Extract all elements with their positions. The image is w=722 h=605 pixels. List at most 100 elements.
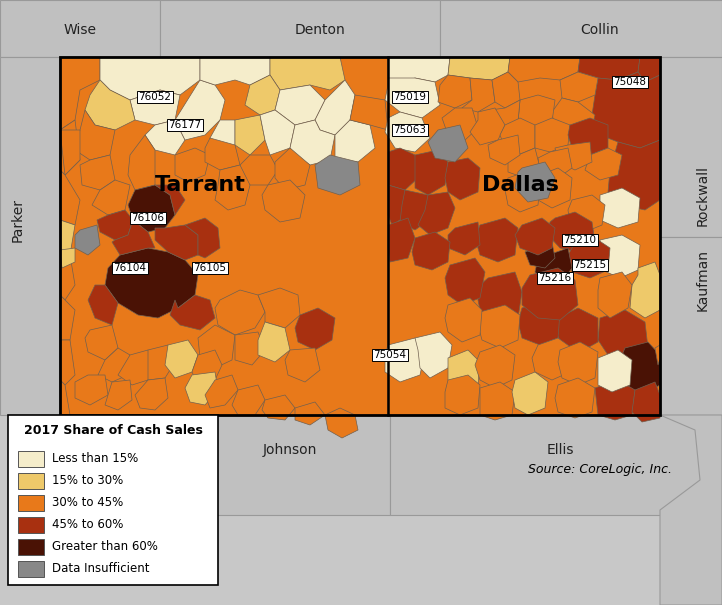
Text: Ellis: Ellis: [547, 443, 574, 457]
Polygon shape: [400, 190, 432, 230]
Polygon shape: [105, 380, 132, 410]
Polygon shape: [660, 415, 722, 605]
Bar: [390, 415, 720, 515]
Polygon shape: [60, 340, 75, 385]
Text: 75063: 75063: [393, 125, 427, 135]
Polygon shape: [75, 375, 108, 405]
Polygon shape: [470, 108, 505, 145]
Text: 76052: 76052: [139, 92, 172, 102]
Polygon shape: [415, 332, 452, 378]
Polygon shape: [535, 168, 572, 208]
Text: Rockwall: Rockwall: [696, 165, 710, 226]
Polygon shape: [155, 225, 198, 260]
Text: Tarrant: Tarrant: [155, 175, 245, 195]
Polygon shape: [508, 148, 540, 178]
Text: Parker: Parker: [11, 198, 25, 242]
Polygon shape: [385, 338, 425, 382]
Polygon shape: [518, 95, 555, 130]
Polygon shape: [535, 118, 570, 152]
Bar: [18, 473, 44, 489]
Text: 76106: 76106: [131, 213, 165, 223]
Polygon shape: [428, 125, 468, 162]
Polygon shape: [175, 148, 210, 182]
Bar: [60, 415, 390, 515]
Polygon shape: [558, 342, 598, 385]
Text: Source: CoreLogic, Inc.: Source: CoreLogic, Inc.: [528, 463, 672, 477]
Polygon shape: [415, 150, 448, 195]
Polygon shape: [448, 350, 480, 390]
Polygon shape: [130, 90, 180, 125]
Polygon shape: [215, 165, 250, 210]
Text: 76104: 76104: [113, 263, 147, 273]
Polygon shape: [215, 290, 265, 335]
Bar: [0, 57, 60, 415]
Polygon shape: [235, 115, 265, 155]
Polygon shape: [548, 212, 595, 252]
Text: 30% to 45%: 30% to 45%: [52, 497, 123, 509]
Polygon shape: [185, 372, 218, 405]
Polygon shape: [525, 242, 555, 268]
Polygon shape: [448, 222, 480, 255]
Polygon shape: [165, 340, 198, 378]
Polygon shape: [97, 210, 133, 240]
Text: Wise: Wise: [64, 23, 97, 37]
Bar: [8, 415, 218, 585]
Polygon shape: [500, 118, 535, 155]
Bar: [160, 0, 440, 57]
Text: Johnson: Johnson: [263, 443, 317, 457]
Polygon shape: [488, 135, 520, 165]
Bar: [18, 451, 44, 467]
Polygon shape: [388, 57, 450, 85]
Text: 75054: 75054: [373, 350, 406, 360]
Polygon shape: [608, 140, 660, 210]
Polygon shape: [240, 155, 278, 185]
Polygon shape: [638, 57, 660, 82]
Polygon shape: [275, 148, 310, 190]
Polygon shape: [245, 75, 280, 115]
Polygon shape: [100, 57, 200, 100]
Polygon shape: [515, 218, 555, 255]
Polygon shape: [478, 305, 520, 348]
Polygon shape: [60, 248, 75, 268]
Text: 76177: 76177: [168, 120, 201, 130]
Polygon shape: [205, 138, 240, 170]
Polygon shape: [350, 95, 388, 130]
Polygon shape: [618, 342, 660, 395]
Text: Greater than 60%: Greater than 60%: [52, 540, 158, 554]
Polygon shape: [552, 98, 595, 140]
Polygon shape: [60, 295, 75, 340]
Polygon shape: [270, 57, 345, 90]
Polygon shape: [185, 218, 220, 258]
Polygon shape: [135, 378, 168, 410]
Polygon shape: [170, 295, 215, 330]
Polygon shape: [478, 272, 522, 328]
Polygon shape: [98, 348, 130, 382]
Polygon shape: [555, 142, 592, 170]
Polygon shape: [262, 395, 295, 420]
Polygon shape: [515, 162, 555, 202]
Polygon shape: [598, 272, 632, 318]
Text: Less than 15%: Less than 15%: [52, 453, 138, 465]
Polygon shape: [85, 80, 135, 130]
Bar: [60, 57, 388, 415]
Polygon shape: [112, 220, 155, 255]
Text: 45% to 60%: 45% to 60%: [52, 518, 123, 532]
Polygon shape: [198, 325, 235, 368]
Polygon shape: [412, 232, 450, 270]
Text: Data Insufficient: Data Insufficient: [52, 563, 149, 575]
Text: Dallas: Dallas: [482, 175, 558, 195]
Polygon shape: [275, 85, 325, 125]
Polygon shape: [512, 372, 548, 415]
Polygon shape: [295, 308, 335, 350]
Polygon shape: [438, 75, 472, 108]
Polygon shape: [145, 120, 185, 155]
Text: 75019: 75019: [393, 92, 427, 102]
Bar: [60, 57, 660, 415]
Polygon shape: [385, 78, 440, 118]
Polygon shape: [192, 350, 222, 385]
Polygon shape: [285, 348, 320, 382]
Polygon shape: [75, 225, 100, 255]
Polygon shape: [235, 332, 265, 365]
Polygon shape: [630, 262, 660, 318]
Polygon shape: [60, 380, 70, 415]
